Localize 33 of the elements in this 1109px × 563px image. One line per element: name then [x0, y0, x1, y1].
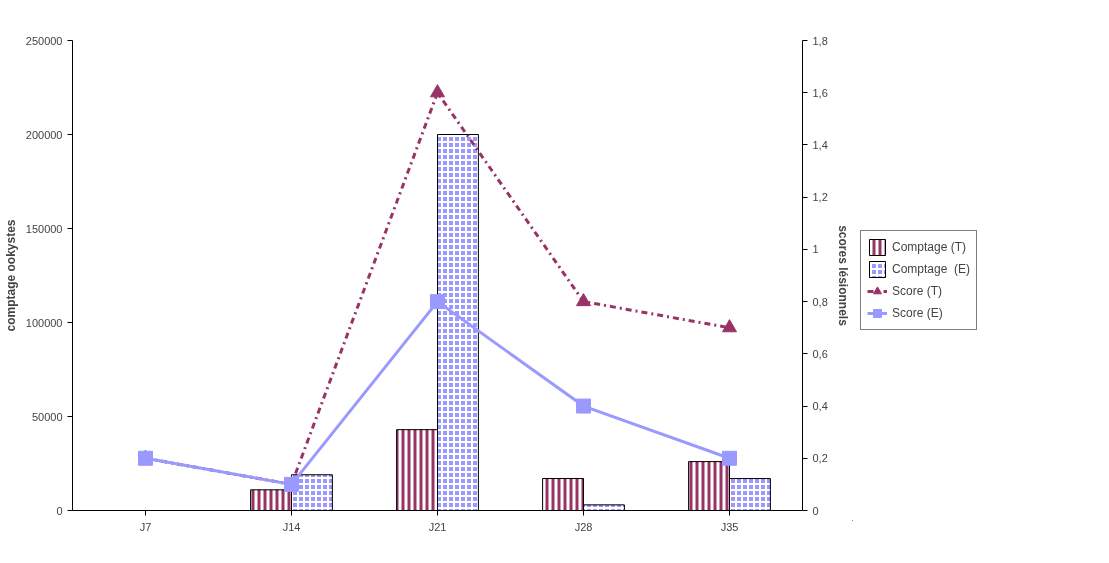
y2-tick-label: 1 [812, 243, 819, 256]
y-tick-label: 100000 [25, 316, 63, 329]
y2-tick-label: 1,2 [812, 191, 828, 204]
y-tick-label: 0 [56, 504, 63, 517]
point [722, 450, 737, 466]
y-tick-label: 50000 [31, 410, 63, 423]
legend-label: Comptage (E) [892, 262, 971, 276]
y2-tick-label: 1,6 [812, 86, 828, 99]
y-axis-title: comptage ookystes [3, 219, 18, 332]
y2-tick-label: 0,2 [812, 452, 828, 465]
x-tick-label: J35 [720, 520, 739, 533]
point [576, 398, 591, 414]
y2-tick-label: 1,8 [812, 34, 828, 47]
y-tick-label: 150000 [25, 222, 63, 235]
x-tick-label: J21 [428, 520, 447, 533]
legend-label: Score (E) [892, 306, 943, 320]
y-tick-label: 250000 [25, 34, 63, 47]
x-tick-label: J28 [574, 520, 593, 533]
y2-axis-title: scores lésionnels [835, 225, 850, 327]
legend-label: Score (T) [892, 284, 943, 298]
point [722, 319, 737, 333]
x-tick-label: J14 [282, 520, 301, 533]
legend-label: Comptage (T) [892, 240, 967, 254]
y2-tick-label: 1,4 [812, 138, 828, 151]
point [430, 294, 445, 310]
x-tick-label: J7 [139, 520, 152, 533]
point [576, 293, 591, 307]
y-tick-label: 200000 [25, 128, 63, 141]
y2-tick-label: 0,8 [812, 295, 828, 308]
y2-tick-label: 0,6 [812, 347, 828, 360]
y2-tick-label: 0,4 [812, 400, 828, 413]
point [430, 84, 445, 98]
y2-tick-label: 0 [812, 504, 819, 517]
